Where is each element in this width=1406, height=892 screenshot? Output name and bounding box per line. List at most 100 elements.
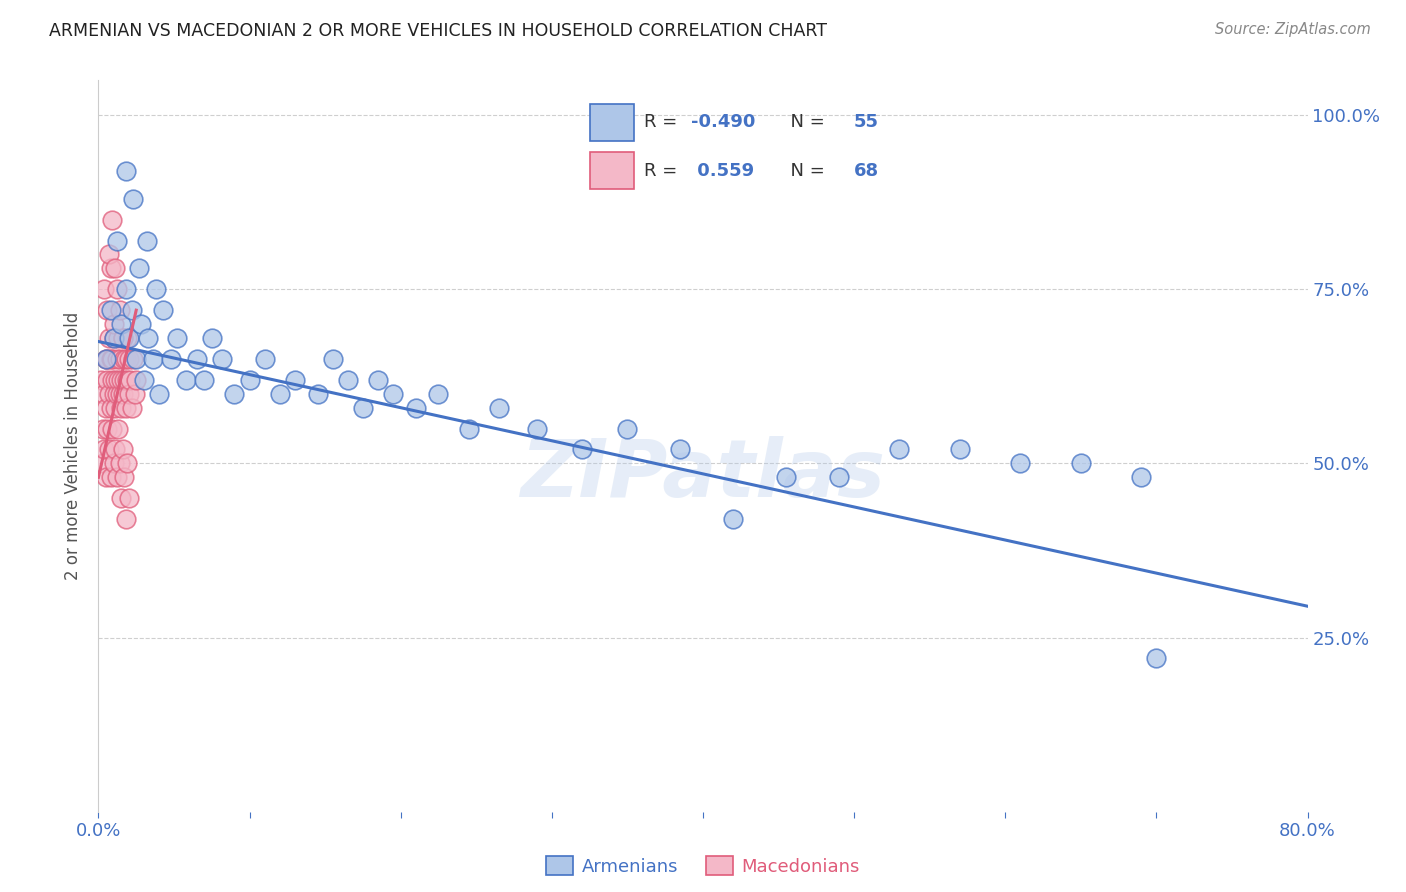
Point [1070, 457, 1092, 471]
Point [112, 470, 135, 484]
Point [100, 303, 122, 318]
Point [122, 351, 145, 366]
Point [103, 331, 125, 345]
Point [949, 442, 972, 457]
Text: -0.490: -0.490 [692, 113, 756, 131]
FancyBboxPatch shape [591, 153, 634, 189]
Point [828, 470, 851, 484]
Point [111, 331, 134, 345]
Point [105, 386, 128, 401]
Point [132, 373, 155, 387]
Point [107, 373, 129, 387]
Y-axis label: 2 or more Vehicles in Household: 2 or more Vehicles in Household [65, 312, 83, 580]
Point [107, 421, 129, 435]
Point [307, 386, 329, 401]
Point [128, 261, 150, 276]
Point [100, 351, 122, 366]
Legend: Armenians, Macedonians: Armenians, Macedonians [538, 849, 868, 883]
Point [115, 457, 138, 471]
Point [114, 512, 136, 526]
Point [239, 373, 262, 387]
Point [118, 386, 141, 401]
Point [96, 303, 118, 318]
Point [112, 373, 135, 387]
Point [125, 351, 148, 366]
Point [174, 373, 197, 387]
Point [152, 303, 174, 318]
Point [136, 331, 159, 345]
Point [160, 351, 183, 366]
Point [94, 470, 117, 484]
Point [110, 373, 132, 387]
Point [1144, 651, 1167, 665]
Text: 0.559: 0.559 [692, 161, 755, 179]
Point [110, 491, 132, 506]
Point [101, 351, 124, 366]
Point [121, 401, 143, 415]
Point [269, 386, 291, 401]
Point [104, 373, 127, 387]
Point [103, 457, 125, 471]
Point [118, 331, 141, 345]
Text: 55: 55 [853, 113, 879, 131]
Point [108, 303, 131, 318]
Text: ARMENIAN VS MACEDONIAN 2 OR MORE VEHICLES IN HOUSEHOLD CORRELATION CHART: ARMENIAN VS MACEDONIAN 2 OR MORE VEHICLE… [49, 22, 827, 40]
Point [616, 421, 638, 435]
Point [224, 386, 246, 401]
Point [101, 373, 124, 387]
Point [108, 386, 131, 401]
Point [104, 261, 127, 276]
Point [571, 442, 593, 457]
Text: 68: 68 [853, 161, 879, 179]
Point [111, 331, 134, 345]
Point [98, 331, 121, 345]
Point [129, 317, 152, 331]
Point [96, 421, 118, 435]
Point [93, 442, 115, 457]
Point [103, 331, 125, 345]
Point [107, 331, 129, 345]
Point [105, 282, 128, 296]
Point [211, 351, 233, 366]
Point [93, 386, 115, 401]
Point [1130, 470, 1153, 484]
Point [669, 442, 692, 457]
Text: N =: N = [779, 113, 831, 131]
Point [115, 331, 138, 345]
Point [94, 401, 117, 415]
Text: Source: ZipAtlas.com: Source: ZipAtlas.com [1215, 22, 1371, 37]
Point [105, 470, 128, 484]
Point [457, 421, 479, 435]
Point [98, 442, 121, 457]
Point [114, 282, 136, 296]
Point [94, 351, 117, 366]
Point [1010, 457, 1032, 471]
Point [93, 282, 115, 296]
Point [101, 212, 124, 227]
Point [193, 373, 215, 387]
Point [98, 247, 121, 261]
Point [96, 351, 118, 366]
Point [142, 351, 165, 366]
Point [96, 373, 118, 387]
Point [166, 331, 188, 345]
Point [105, 351, 128, 366]
Point [103, 317, 125, 331]
Point [186, 351, 208, 366]
Point [108, 457, 131, 471]
Point [100, 470, 122, 484]
Point [100, 261, 122, 276]
Point [284, 373, 307, 387]
Point [120, 373, 142, 387]
Point [253, 351, 276, 366]
Point [135, 234, 157, 248]
Point [121, 303, 143, 318]
Text: ZIPatlas: ZIPatlas [520, 436, 886, 515]
Point [91, 421, 114, 435]
Point [103, 386, 125, 401]
Point [100, 401, 122, 415]
Text: N =: N = [779, 161, 831, 179]
Point [111, 386, 134, 401]
Point [108, 351, 131, 366]
Point [775, 470, 797, 484]
